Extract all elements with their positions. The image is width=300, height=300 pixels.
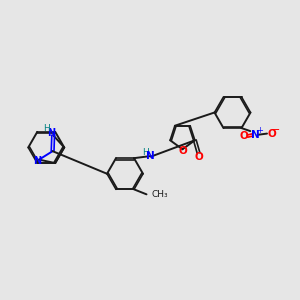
Text: N: N xyxy=(47,128,56,138)
Text: +: + xyxy=(256,126,263,135)
Text: CH₃: CH₃ xyxy=(152,190,169,199)
Text: O: O xyxy=(178,146,187,156)
Text: N: N xyxy=(251,130,260,140)
Text: O: O xyxy=(195,152,203,162)
Text: N: N xyxy=(146,151,155,161)
Text: N: N xyxy=(33,156,41,166)
Text: O: O xyxy=(240,131,248,141)
Text: H: H xyxy=(142,148,149,157)
Text: −: − xyxy=(271,125,281,135)
Text: O: O xyxy=(267,129,276,139)
Text: H: H xyxy=(44,124,50,133)
